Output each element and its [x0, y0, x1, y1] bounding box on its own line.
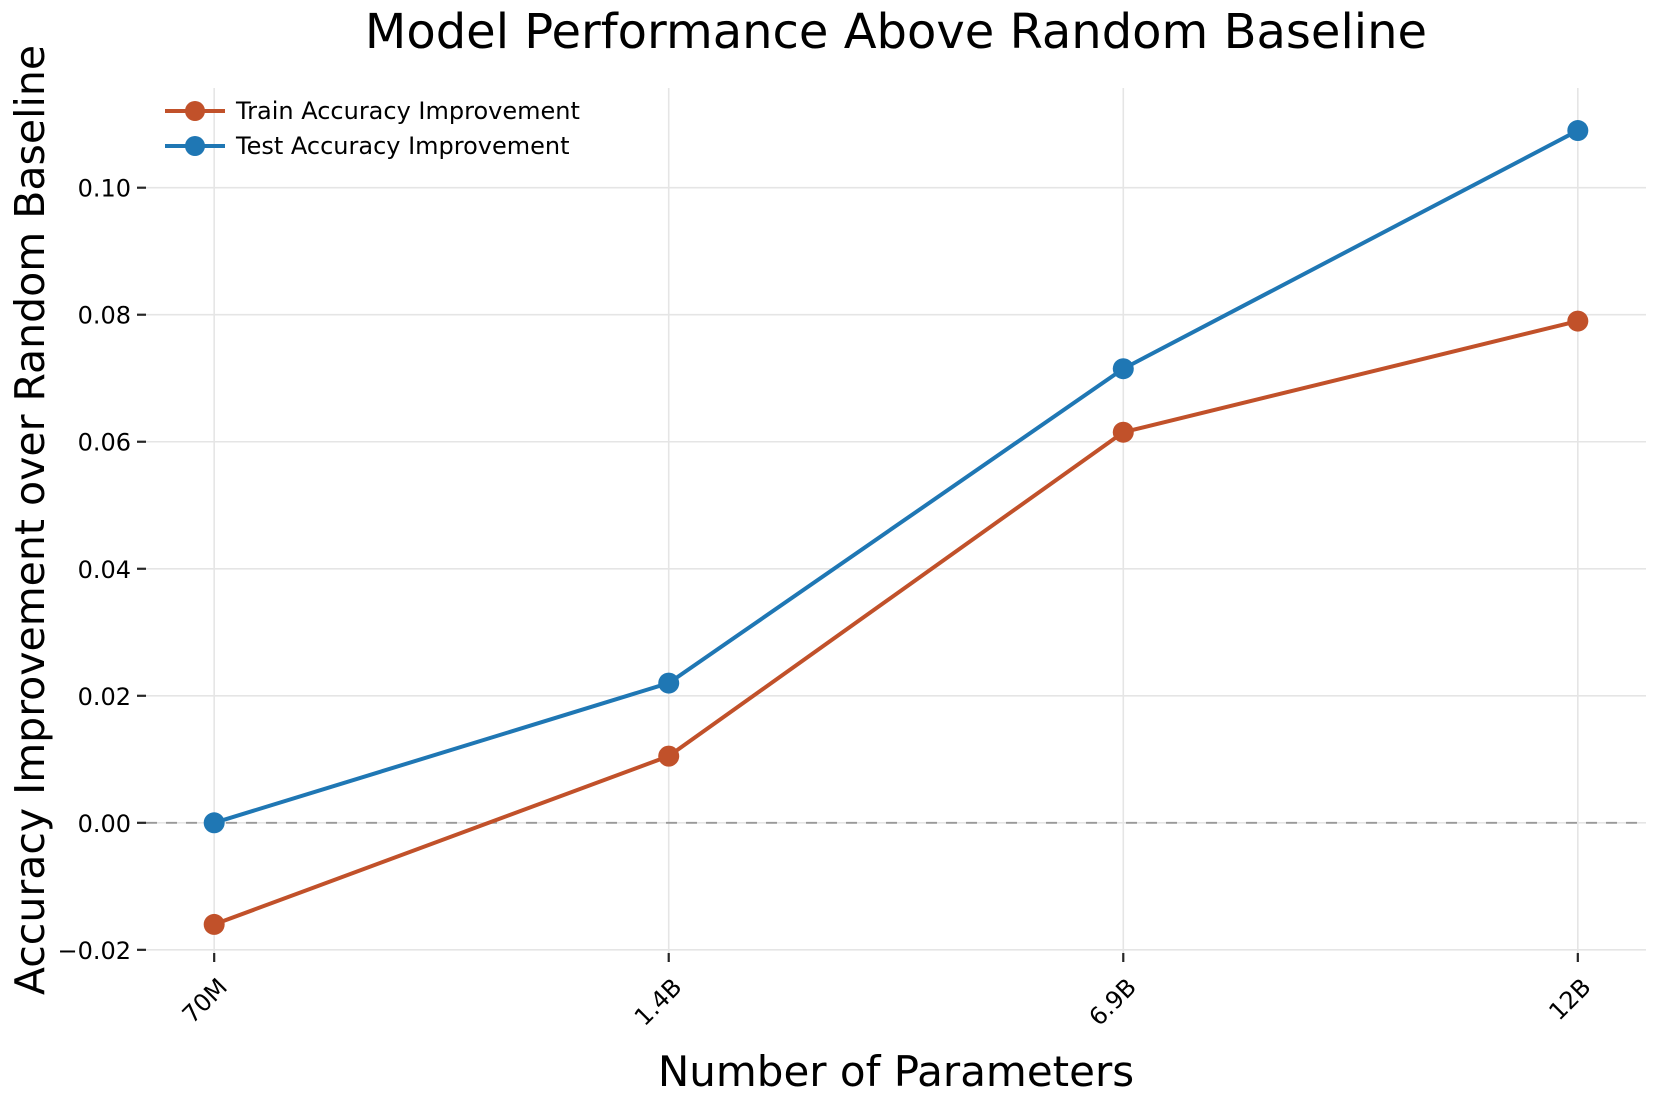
- x-tick-label: 1.4B: [629, 973, 687, 1031]
- train-data-point: [203, 913, 225, 935]
- test-data-point: [203, 812, 225, 834]
- y-tick-label: 0.06: [78, 429, 131, 457]
- test-data-point: [1567, 120, 1589, 142]
- x-tick-label: 6.9B: [1084, 973, 1142, 1031]
- train-data-point: [658, 745, 680, 767]
- x-tick-label: 70M: [177, 973, 233, 1029]
- y-tick-label: 0.02: [78, 683, 131, 711]
- legend-item-test: Test Accuracy Improvement: [163, 131, 580, 161]
- legend: Train Accuracy Improvement Test Accuracy…: [163, 96, 580, 161]
- train-data-point: [1567, 310, 1589, 332]
- axis-ticks: −0.02 0.00 0.02 0.04 0.06 0.08 0.10 70M 1.4B 6.9B…: [57, 175, 1596, 1032]
- y-tick-label: 0.04: [78, 556, 131, 584]
- train-series-swatch-icon: [165, 101, 225, 121]
- data-series: [203, 120, 1589, 935]
- chart-title: Model Performance Above Random Baseline: [365, 4, 1427, 60]
- legend-item-train: Train Accuracy Improvement: [163, 96, 580, 126]
- legend-label-train: Train Accuracy Improvement: [236, 97, 580, 125]
- x-axis-label: Number of Parameters: [658, 1047, 1134, 1093]
- y-axis-label: Accuracy Improvement over Random Baselin…: [6, 45, 54, 995]
- y-tick-label: 0.00: [78, 810, 131, 838]
- legend-label-test: Test Accuracy Improvement: [236, 132, 570, 160]
- test-series-line: [212, 128, 1580, 825]
- train-data-point: [1112, 421, 1134, 443]
- legend-marker: [185, 101, 205, 121]
- y-tick-label: 0.08: [78, 302, 131, 330]
- y-tick-label: −0.02: [57, 937, 131, 965]
- y-tick-label: 0.10: [78, 175, 131, 203]
- train-series-line: [212, 319, 1580, 927]
- test-series-swatch-icon: [165, 136, 225, 156]
- test-data-point: [1112, 358, 1134, 380]
- x-tick-label: 12B: [1543, 973, 1596, 1026]
- test-data-point: [658, 672, 680, 694]
- legend-marker: [185, 136, 205, 156]
